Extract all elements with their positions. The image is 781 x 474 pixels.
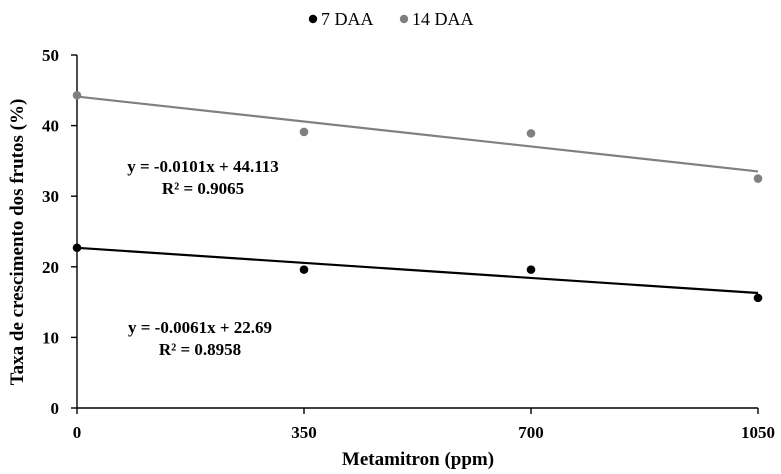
x-tick-label: 1050 <box>741 423 775 442</box>
data-points <box>72 90 763 303</box>
legend: 7 DAA 14 DAA <box>308 9 474 29</box>
data-point-14-daa <box>299 127 309 137</box>
data-point-7-daa <box>299 265 309 274</box>
trendline-equations: y = -0.0101x + 44.113 R² = 0.9065 y = -0… <box>127 157 279 359</box>
y-tick-label: 40 <box>42 117 59 136</box>
axes <box>71 54 759 414</box>
y-tick-label: 30 <box>42 187 59 206</box>
y-axis-title: Taxa de crescimento dos frutos (%) <box>7 99 28 386</box>
legend-marker-14-daa <box>399 14 409 24</box>
x-tick-label: 700 <box>518 423 544 442</box>
data-point-14-daa <box>526 129 536 138</box>
trendline-14-daa <box>76 95 759 173</box>
x-tick-label: 0 <box>73 423 82 442</box>
r2-14-daa: R² = 0.9065 <box>162 179 244 198</box>
x-axis-title: Metamitron (ppm) <box>342 449 494 469</box>
y-tick-label: 10 <box>42 328 59 347</box>
data-point-14-daa <box>72 90 82 100</box>
y-tick-labels: 0 10 20 30 40 50 <box>42 46 59 418</box>
legend-marker-7-daa <box>308 14 318 24</box>
r2-7-daa: R² = 0.8958 <box>159 340 241 359</box>
legend-label-14-daa: 14 DAA <box>412 9 474 29</box>
trendlines <box>76 95 759 295</box>
y-tick-label: 20 <box>42 258 59 277</box>
x-tick-label: 350 <box>291 423 317 442</box>
legend-label-7-daa: 7 DAA <box>321 9 374 29</box>
equation-14-daa: y = -0.0101x + 44.113 <box>127 157 279 176</box>
equation-7-daa: y = -0.0061x + 22.69 <box>128 318 272 337</box>
x-tick-labels: 0 350 700 1050 <box>73 423 775 442</box>
y-tick-label: 50 <box>42 46 59 65</box>
y-tick-label: 0 <box>51 399 60 418</box>
data-point-7-daa <box>526 265 536 274</box>
data-point-14-daa <box>753 174 763 183</box>
trendline-7-daa <box>76 246 759 295</box>
data-point-7-daa <box>72 243 82 253</box>
data-point-7-daa <box>753 293 763 303</box>
